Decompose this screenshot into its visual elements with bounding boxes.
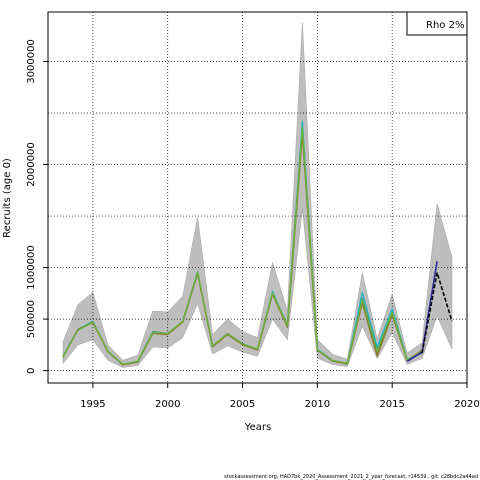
y-tick-label: 0 xyxy=(26,367,37,373)
y-tick-label: 2000000 xyxy=(26,142,37,187)
x-axis-title: Years xyxy=(244,422,271,433)
x-tick-label: 1995 xyxy=(80,399,105,410)
footer-note: stockassessment.org, HAD7bk_2020_Assessm… xyxy=(224,474,478,480)
x-tick-label: 2010 xyxy=(305,399,330,410)
x-tick-label: 2020 xyxy=(454,399,479,410)
legend: Rho 2% xyxy=(406,11,468,36)
legend-label: Rho 2% xyxy=(426,20,464,31)
x-tick-label: 2000 xyxy=(155,399,180,410)
plot-frame xyxy=(47,11,468,384)
y-tick-label: 500000 xyxy=(26,300,37,338)
series-line xyxy=(62,135,423,366)
y-tick-label: 1000000 xyxy=(26,245,37,290)
series-line xyxy=(62,126,423,365)
grid-lines xyxy=(48,12,467,383)
projection-band xyxy=(421,203,453,359)
x-tick-label: 2015 xyxy=(379,399,404,410)
y-axis: 0 500000 1000000 2000000 3000000 xyxy=(26,39,48,374)
x-axis: 1995 2000 2005 2010 2015 2020 xyxy=(80,383,480,410)
y-tick-label: 3000000 xyxy=(26,39,37,84)
y-axis-title: Recruits (age 0) xyxy=(2,158,13,238)
legend-box xyxy=(406,11,468,36)
series-lines xyxy=(62,120,453,366)
projection-line xyxy=(421,272,453,354)
x-tick-label: 2005 xyxy=(230,399,255,410)
